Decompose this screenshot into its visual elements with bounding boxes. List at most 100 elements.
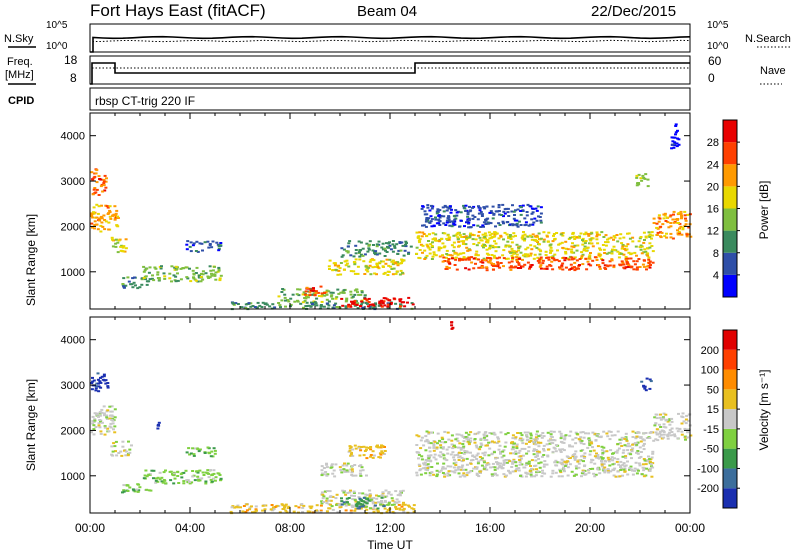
- power-echo-cell: [176, 279, 180, 282]
- power-echo-cell: [148, 266, 152, 269]
- power-echo-cell: [320, 292, 324, 295]
- power-echo-cell: [492, 263, 496, 265]
- velocity-echo-cell: [99, 386, 103, 389]
- velocity-echo-cell: [462, 472, 466, 475]
- power-echo-cell: [555, 232, 559, 234]
- power-echo-cell: [336, 288, 340, 291]
- power-echo-cell: [561, 246, 565, 249]
- power-echo-cell: [521, 209, 525, 212]
- velocity-echo-cell: [361, 503, 365, 506]
- velocity-echo-cell: [433, 453, 437, 456]
- power-echo-cell: [344, 300, 348, 303]
- velocity-echo-cell: [658, 435, 662, 438]
- power-echo-cell: [208, 243, 212, 245]
- power-echo-cell: [504, 244, 508, 247]
- power-echo-cell: [421, 251, 424, 254]
- velocity-echo-cell: [623, 470, 627, 473]
- power-echo-cell: [519, 224, 523, 226]
- velocity-echo-cell: [466, 451, 470, 454]
- velocity-echo-cell: [629, 453, 633, 456]
- power-echo-cell: [514, 234, 517, 237]
- velocity-echo-cell: [492, 431, 496, 434]
- velocity-echo-cell: [213, 479, 217, 482]
- power-echo-cell: [482, 221, 486, 224]
- velocity-echo-cell: [345, 502, 349, 505]
- power-echo-cell: [442, 256, 446, 259]
- velocity-echo-cell: [476, 460, 480, 463]
- power-echo-cell: [377, 304, 381, 307]
- velocity-echo-cell: [517, 469, 521, 472]
- velocity-echo-cell: [365, 508, 369, 511]
- power-echo-cell: [511, 235, 515, 238]
- velocity-echo-cell: [482, 467, 486, 470]
- power-echo-cell: [396, 262, 400, 265]
- velocity-echo-cell: [613, 434, 617, 437]
- power-echo-cell: [403, 249, 407, 252]
- power-echo-cell: [437, 249, 441, 252]
- velocity-echo-cell: [377, 495, 381, 498]
- power-echo-cell: [295, 293, 299, 296]
- velocity-echo-cell: [184, 469, 188, 472]
- velocity-echo-cell: [251, 511, 254, 514]
- velocity-echo-cell: [443, 458, 447, 461]
- velocity-echo-cell: [206, 446, 210, 449]
- velocity-echo-cell: [348, 449, 352, 452]
- power-echo-cell: [373, 272, 377, 275]
- velocity-echo-cell: [499, 462, 503, 465]
- power-echo-cell: [193, 278, 197, 281]
- power-echo-cell: [486, 241, 490, 244]
- power-echo-cell: [570, 236, 574, 239]
- power-echo-cell: [589, 252, 592, 254]
- power-echo-cell: [517, 262, 521, 265]
- power-echo-cell: [217, 249, 221, 252]
- power-echo-cell: [649, 264, 652, 266]
- velocity-echo-cell: [587, 432, 591, 435]
- power-echo-cell: [467, 258, 471, 261]
- power-echo-cell: [545, 256, 549, 259]
- velocity-echo-cell: [419, 468, 423, 471]
- power-echo-cell: [445, 249, 449, 252]
- velocity-echo-cell: [559, 432, 563, 435]
- power-echo-cell: [496, 263, 500, 266]
- power-echo-cell: [502, 215, 505, 218]
- power-echo-cell: [484, 219, 488, 222]
- power-echo-cell: [676, 129, 679, 132]
- power-echo-cell: [595, 235, 599, 238]
- power-echo-cell: [461, 243, 465, 245]
- power-echo-cell: [443, 260, 447, 262]
- velocity-echo-cell: [430, 431, 433, 434]
- power-echo-cell: [612, 266, 616, 269]
- velocity-echo-cell: [353, 499, 357, 502]
- power-echo-cell: [107, 221, 111, 224]
- velocity-echo-cell: [542, 448, 545, 450]
- power-echo-cell: [335, 296, 339, 299]
- power-echo-cell: [108, 211, 112, 214]
- power-echo-cell: [530, 212, 534, 215]
- power-echo-cell: [197, 276, 201, 279]
- velocity-echo-cell: [553, 461, 557, 464]
- power-echo-cell: [307, 287, 311, 290]
- velocity-echo-cell: [624, 432, 628, 435]
- power-echo-cell: [409, 245, 413, 248]
- velocity-echo-cell: [106, 385, 110, 388]
- velocity-echo-cell: [588, 468, 592, 470]
- power-echo-cell: [436, 209, 440, 212]
- velocity-echo-cell: [513, 442, 516, 445]
- power-echo-cell: [573, 256, 577, 259]
- power-echo-cell: [92, 206, 96, 209]
- velocity-echo-cell: [330, 505, 334, 508]
- power-echo-cell: [548, 244, 552, 247]
- velocity-echo-cell: [358, 454, 362, 457]
- power-echo-cell: [502, 249, 506, 252]
- velocity-echo-cell: [365, 502, 369, 505]
- velocity-echo-cell: [612, 452, 615, 455]
- power-echo-cell: [465, 236, 468, 239]
- power-echo-cell: [550, 249, 554, 252]
- velocity-echo-cell: [441, 467, 444, 470]
- velocity-echo-cell: [424, 435, 428, 438]
- power-echo-cell: [598, 233, 601, 236]
- velocity-colorbar-segment: [723, 409, 737, 429]
- velocity-echo-cell: [638, 446, 642, 449]
- power-echo-cell: [407, 296, 411, 299]
- velocity-echo-cell: [616, 430, 620, 433]
